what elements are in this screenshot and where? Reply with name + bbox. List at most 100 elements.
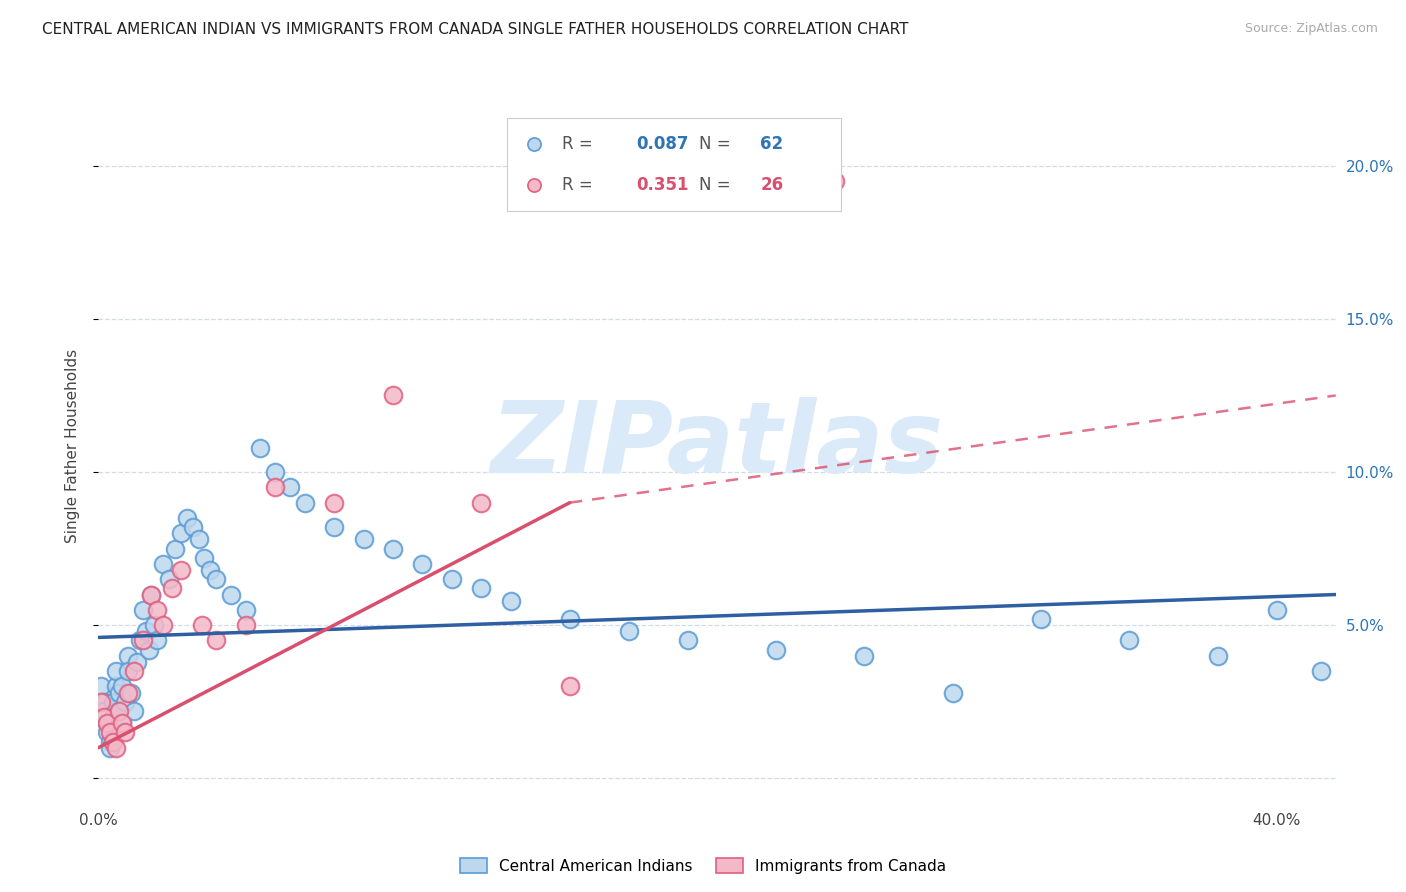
Point — [853, 648, 876, 663]
Point — [98, 725, 121, 739]
Point — [411, 557, 433, 571]
Point — [108, 704, 131, 718]
Point — [176, 511, 198, 525]
Point — [499, 593, 522, 607]
Point — [160, 582, 183, 596]
Legend: Central American Indians, Immigrants from Canada: Central American Indians, Immigrants fro… — [453, 852, 953, 880]
Point — [617, 624, 640, 639]
Text: ZIPatlas: ZIPatlas — [491, 398, 943, 494]
Point — [138, 642, 160, 657]
Point — [122, 664, 145, 678]
Point — [382, 388, 405, 402]
Point — [1118, 633, 1140, 648]
Point — [824, 174, 846, 188]
Point — [470, 582, 492, 596]
Point — [205, 572, 228, 586]
Point — [93, 710, 115, 724]
Point — [111, 680, 134, 694]
Point — [96, 716, 118, 731]
Text: R =: R = — [562, 176, 599, 194]
Point — [294, 496, 316, 510]
Point — [105, 664, 128, 678]
Point — [264, 465, 287, 479]
Point — [98, 734, 121, 748]
Point — [98, 740, 121, 755]
Point — [117, 664, 139, 678]
Point — [323, 496, 346, 510]
Text: 62: 62 — [761, 135, 783, 153]
Point — [120, 685, 142, 699]
Point — [205, 633, 228, 648]
Point — [200, 563, 222, 577]
Point — [96, 716, 118, 731]
Point — [111, 716, 134, 731]
Point — [146, 603, 169, 617]
Point — [558, 680, 581, 694]
Point — [90, 695, 112, 709]
FancyBboxPatch shape — [506, 118, 841, 211]
Point — [101, 734, 124, 748]
Point — [181, 520, 204, 534]
Point — [278, 480, 301, 494]
Text: Source: ZipAtlas.com: Source: ZipAtlas.com — [1244, 22, 1378, 36]
Point — [382, 541, 405, 556]
Point — [157, 572, 180, 586]
Point — [1206, 648, 1229, 663]
Point — [143, 618, 166, 632]
Point — [141, 588, 163, 602]
Point — [131, 603, 153, 617]
Point — [190, 618, 212, 632]
Point — [1029, 612, 1052, 626]
Text: N =: N = — [699, 176, 735, 194]
Text: N =: N = — [699, 135, 735, 153]
Text: 0.087: 0.087 — [637, 135, 689, 153]
Text: 0.351: 0.351 — [637, 176, 689, 194]
Point — [235, 618, 257, 632]
Point — [942, 685, 965, 699]
Point — [90, 680, 112, 694]
Point — [105, 680, 128, 694]
Point — [170, 563, 193, 577]
Point — [765, 642, 787, 657]
Point — [146, 633, 169, 648]
Point — [440, 572, 463, 586]
Point — [101, 695, 124, 709]
Point — [1310, 664, 1333, 678]
Point — [219, 588, 242, 602]
Point — [193, 550, 215, 565]
Point — [1265, 603, 1288, 617]
Point — [93, 704, 115, 718]
Point — [131, 633, 153, 648]
Point — [117, 648, 139, 663]
Point — [111, 716, 134, 731]
Point — [96, 725, 118, 739]
Point — [323, 520, 346, 534]
Point — [152, 557, 174, 571]
Point — [163, 541, 186, 556]
Point — [353, 533, 375, 547]
Point — [122, 704, 145, 718]
Point — [114, 725, 136, 739]
Point — [114, 695, 136, 709]
Point — [101, 710, 124, 724]
Point — [676, 633, 699, 648]
Text: R =: R = — [562, 135, 599, 153]
Point — [135, 624, 157, 639]
Y-axis label: Single Father Households: Single Father Households — [65, 349, 80, 543]
Point — [558, 612, 581, 626]
Point — [249, 441, 271, 455]
Point — [235, 603, 257, 617]
Point — [117, 685, 139, 699]
Point — [93, 695, 115, 709]
Point — [141, 588, 163, 602]
Point — [187, 533, 209, 547]
Point — [470, 496, 492, 510]
Point — [264, 480, 287, 494]
Point — [108, 685, 131, 699]
Point — [108, 704, 131, 718]
Point — [128, 633, 150, 648]
Point — [105, 740, 128, 755]
Text: CENTRAL AMERICAN INDIAN VS IMMIGRANTS FROM CANADA SINGLE FATHER HOUSEHOLDS CORRE: CENTRAL AMERICAN INDIAN VS IMMIGRANTS FR… — [42, 22, 908, 37]
Text: 26: 26 — [761, 176, 783, 194]
Point — [125, 655, 148, 669]
